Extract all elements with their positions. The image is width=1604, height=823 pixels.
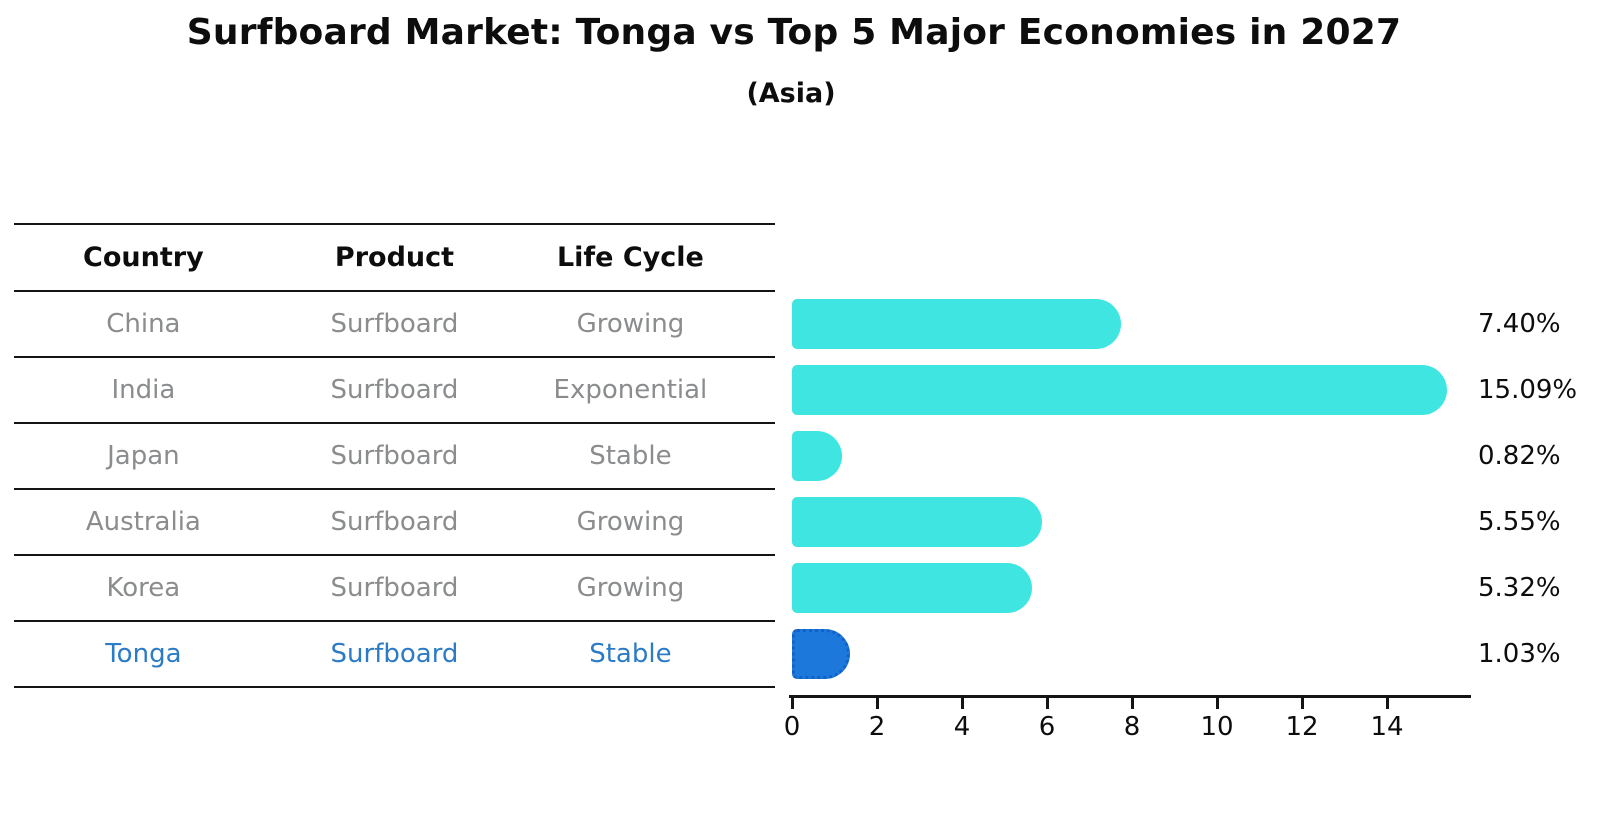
x-axis-tick: [1130, 695, 1134, 709]
bar: [792, 365, 1448, 415]
x-axis-tick: [1385, 695, 1389, 709]
cell-country: China: [106, 309, 181, 339]
bar-value-label: 5.32%: [1478, 573, 1561, 603]
cell-country: Japan: [107, 441, 180, 471]
table-row: Korea Surfboard Growing: [14, 556, 775, 622]
cell-product: Surfboard: [330, 375, 459, 405]
cell-life-cycle: Stable: [589, 441, 672, 471]
table-row: Japan Surfboard Stable: [14, 424, 775, 490]
bar-value-label: 1.03%: [1478, 639, 1561, 669]
x-axis-tick-label: 12: [1285, 712, 1319, 742]
bar: [792, 497, 1042, 547]
cell-life-cycle: Growing: [576, 507, 685, 537]
cell-country: Tonga: [105, 639, 182, 669]
x-axis-tick-label: 6: [1038, 712, 1056, 742]
column-header: Product: [334, 242, 455, 273]
x-axis-tick: [875, 695, 879, 709]
x-axis-tick: [790, 695, 794, 709]
x-axis-tick: [1215, 695, 1219, 709]
cell-country: India: [111, 375, 176, 405]
x-axis-tick: [1300, 695, 1304, 709]
bar-value-label: 7.40%: [1478, 309, 1561, 339]
cell-country: Korea: [106, 573, 181, 603]
x-axis-tick-label: 10: [1200, 712, 1234, 742]
table-header-row: Country Product Life Cycle: [14, 225, 775, 292]
x-axis-tick-label: 4: [953, 712, 971, 742]
column-header: Life Cycle: [556, 242, 704, 273]
table-row: China Surfboard Growing: [14, 292, 775, 358]
bar: [792, 431, 842, 481]
cell-product: Surfboard: [330, 507, 459, 537]
table-row: Australia Surfboard Growing: [14, 490, 775, 556]
x-axis-tick: [1045, 695, 1049, 709]
cell-product: Surfboard: [330, 573, 459, 603]
table-row: Tonga Surfboard Stable: [14, 622, 775, 688]
bar: [792, 299, 1121, 349]
bar: [792, 563, 1033, 613]
data-table: Country Product Life Cycle China Surfboard Gr…: [14, 223, 775, 688]
cell-product: Surfboard: [330, 441, 459, 471]
column-header: Country: [83, 242, 204, 273]
cell-life-cycle: Growing: [576, 573, 685, 603]
cell-country: Australia: [85, 507, 201, 537]
bar-value-label: 15.09%: [1478, 375, 1578, 405]
table-row: India Surfboard Exponential: [14, 358, 775, 424]
chart-subtitle: (Asia): [746, 78, 836, 109]
bar-value-label: 5.55%: [1478, 507, 1561, 537]
bar-value-label: 0.82%: [1478, 441, 1561, 471]
bar-highlight: [792, 629, 850, 679]
x-axis-tick-label: 14: [1370, 712, 1404, 742]
cell-product: Surfboard: [330, 309, 459, 339]
x-axis-tick: [960, 695, 964, 709]
x-axis-tick-label: 0: [783, 712, 801, 742]
x-axis-tick-label: 8: [1123, 712, 1141, 742]
chart-title: Surfboard Market: Tonga vs Top 5 Major E…: [186, 12, 1402, 53]
cell-life-cycle: Growing: [576, 309, 685, 339]
cell-life-cycle: Stable: [589, 639, 672, 669]
cell-product: Surfboard: [330, 639, 459, 669]
x-axis-tick-label: 2: [868, 712, 886, 742]
cell-life-cycle: Exponential: [553, 375, 708, 405]
x-axis-line: [789, 695, 1471, 698]
